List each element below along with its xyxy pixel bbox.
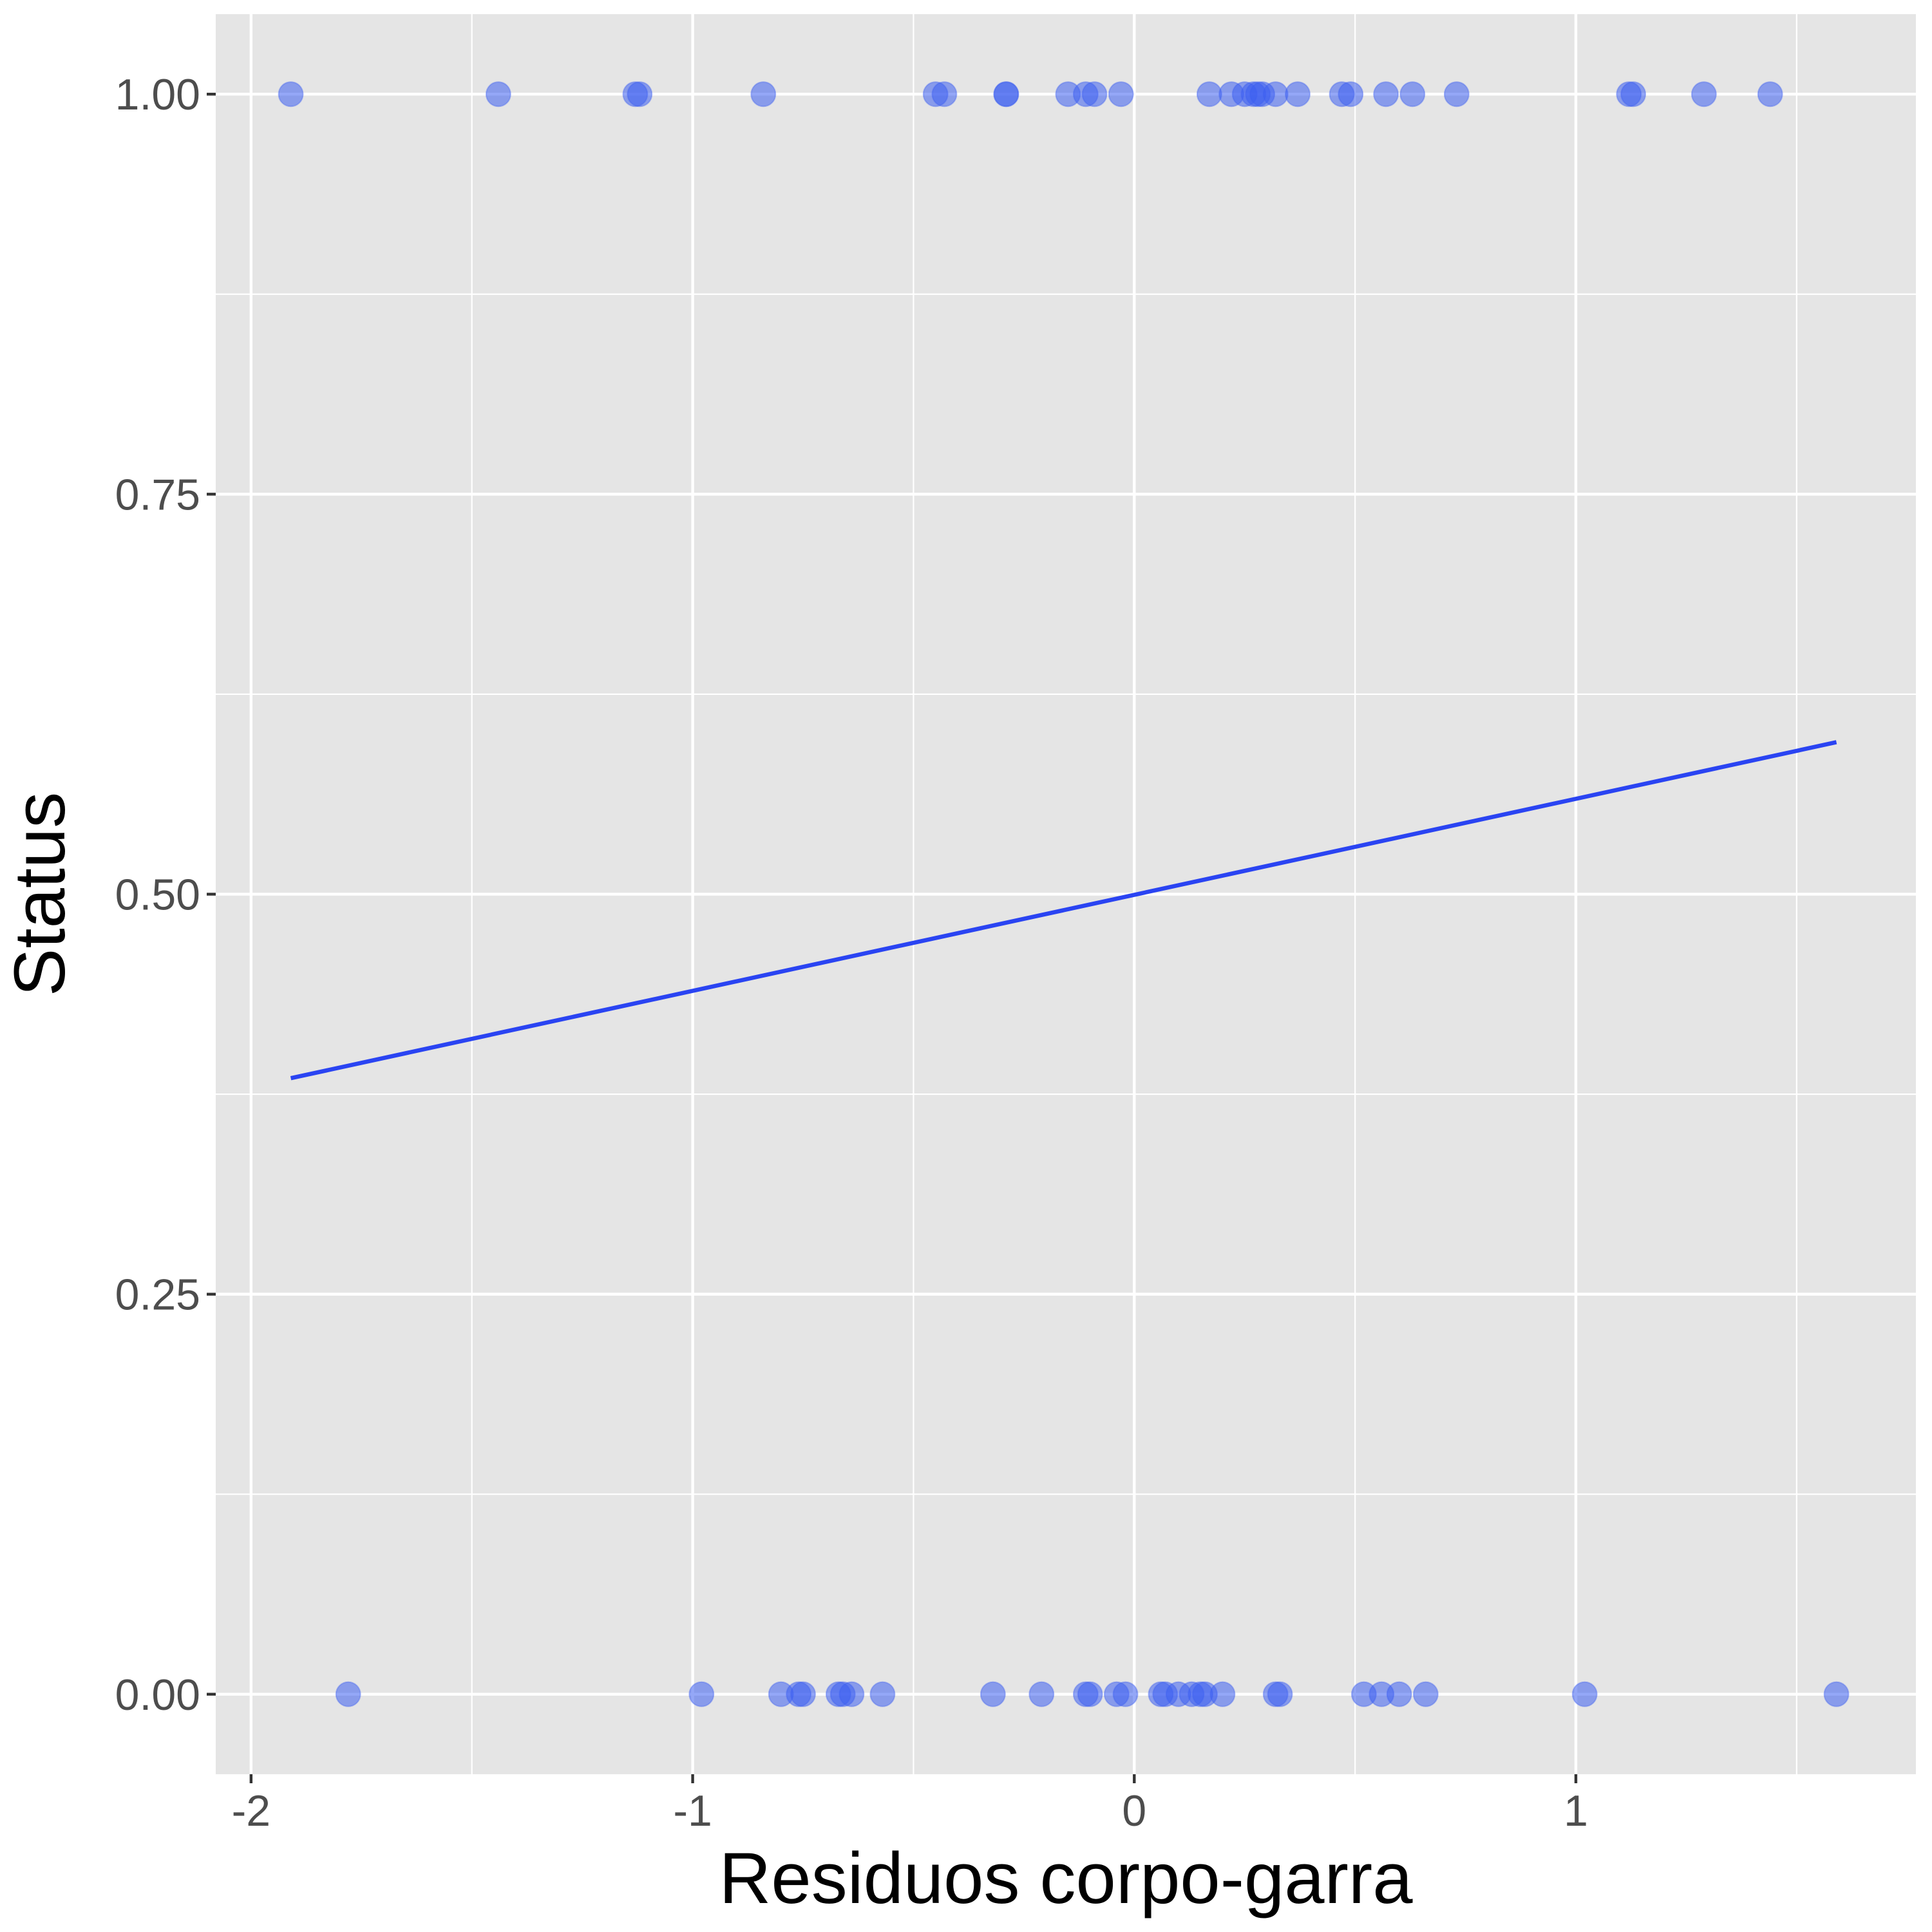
data-point bbox=[1690, 81, 1717, 108]
data-point bbox=[1399, 81, 1426, 108]
data-point bbox=[1338, 81, 1364, 108]
data-point bbox=[1267, 1681, 1293, 1707]
x-tick-label: -1 bbox=[673, 1786, 712, 1835]
data-point bbox=[1443, 81, 1470, 108]
data-point bbox=[790, 1681, 816, 1707]
data-point bbox=[688, 1681, 715, 1707]
y-tick-label: 0.50 bbox=[115, 871, 200, 920]
data-point bbox=[1081, 81, 1108, 108]
data-point bbox=[627, 81, 653, 108]
y-tick-label: 0.75 bbox=[115, 470, 200, 519]
data-point bbox=[1077, 1681, 1103, 1707]
data-point bbox=[485, 81, 511, 108]
data-points bbox=[278, 81, 1850, 1707]
y-tick-label: 0.00 bbox=[115, 1671, 200, 1719]
data-point bbox=[931, 81, 958, 108]
data-point bbox=[1373, 81, 1399, 108]
data-point bbox=[1196, 81, 1222, 108]
data-point bbox=[869, 1681, 896, 1707]
data-point bbox=[993, 81, 1019, 108]
x-tick-label: -2 bbox=[232, 1786, 270, 1835]
x-tick-label: 1 bbox=[1564, 1786, 1588, 1835]
data-point bbox=[1285, 81, 1311, 108]
axis-ticks bbox=[207, 93, 1578, 1783]
y-axis-title: Status bbox=[0, 792, 80, 997]
data-point bbox=[278, 81, 304, 108]
x-axis-title: Residuos corpo-garra bbox=[719, 1838, 1414, 1918]
data-point bbox=[1112, 1681, 1139, 1707]
data-point bbox=[1412, 1681, 1439, 1707]
fit-line bbox=[290, 740, 1837, 1081]
data-point bbox=[1620, 81, 1647, 108]
data-point bbox=[335, 1681, 361, 1707]
y-tick-label: 0.25 bbox=[115, 1271, 200, 1320]
fit-line-group bbox=[290, 740, 1837, 1081]
data-point bbox=[1028, 1681, 1055, 1707]
data-point bbox=[1386, 1681, 1412, 1707]
data-point bbox=[1262, 81, 1289, 108]
x-tick-label: 0 bbox=[1122, 1786, 1146, 1835]
data-point bbox=[838, 1681, 865, 1707]
data-point bbox=[1209, 1681, 1236, 1707]
data-point bbox=[980, 1681, 1006, 1707]
data-point bbox=[1823, 1681, 1850, 1707]
data-point bbox=[1571, 1681, 1598, 1707]
data-point bbox=[1757, 81, 1783, 108]
y-tick-label: 1.00 bbox=[115, 70, 200, 119]
data-point bbox=[1108, 81, 1134, 108]
y-tick-labels: 0.00 0.25 0.50 0.75 1.00 bbox=[115, 70, 200, 1719]
x-tick-labels: -2 -1 0 1 bbox=[232, 1786, 1588, 1835]
data-point bbox=[750, 81, 777, 108]
